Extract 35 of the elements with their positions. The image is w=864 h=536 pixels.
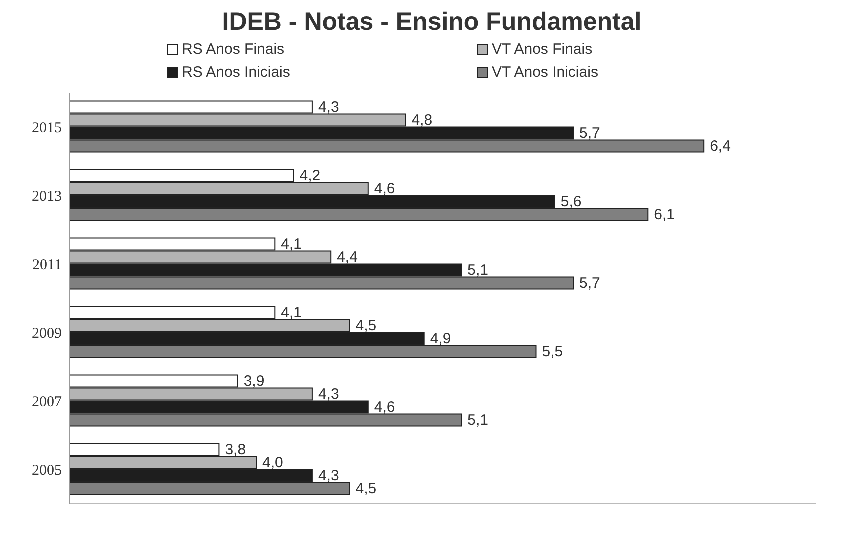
legend-label: VT Anos Iniciais [492, 64, 598, 81]
data-label: 4,1 [281, 304, 302, 322]
y-tick-label: 2011 [32, 258, 62, 274]
data-label: 6,4 [710, 138, 731, 156]
data-label: 5,7 [580, 275, 600, 292]
y-tick-label: 2013 [32, 189, 62, 206]
y-tick-label: 2009 [32, 326, 62, 342]
legend-label: VT Anos Finais [492, 41, 593, 58]
data-label: 4,4 [337, 249, 358, 266]
chart-title: IDEB - Notas - Ensino Fundamental [221, 8, 643, 37]
data-label: 4,3 [318, 386, 340, 404]
data-label: 4,6 [374, 180, 396, 198]
data-label: 5,7 [580, 125, 600, 142]
data-label: 5,5 [542, 344, 564, 361]
data-label: 4,3 [318, 468, 340, 485]
data-label: 4,0 [262, 454, 284, 472]
data-label: 4,6 [374, 399, 396, 416]
data-label: 3,9 [244, 373, 265, 390]
data-label: 4,1 [281, 236, 302, 254]
data-label: 4,3 [318, 99, 340, 116]
y-tick-label: 2005 [32, 463, 62, 480]
data-label: 5,1 [468, 262, 489, 280]
data-label: 6,1 [654, 206, 676, 224]
data-label: 4,8 [412, 112, 433, 130]
data-label: 4,5 [356, 480, 377, 498]
data-label: 5,1 [468, 412, 489, 430]
legend-label: RS Anos Iniciais [182, 64, 290, 81]
data-label: 4,9 [430, 330, 452, 348]
data-label: 4,5 [356, 318, 377, 335]
legend-label: RS Anos Finais [182, 41, 285, 58]
data-label: 5,6 [560, 194, 582, 211]
data-label: 3,8 [225, 442, 246, 459]
data-label: 4,2 [300, 168, 321, 185]
y-tick-label: 2015 [32, 120, 62, 137]
y-tick-label: 2007 [32, 394, 62, 411]
